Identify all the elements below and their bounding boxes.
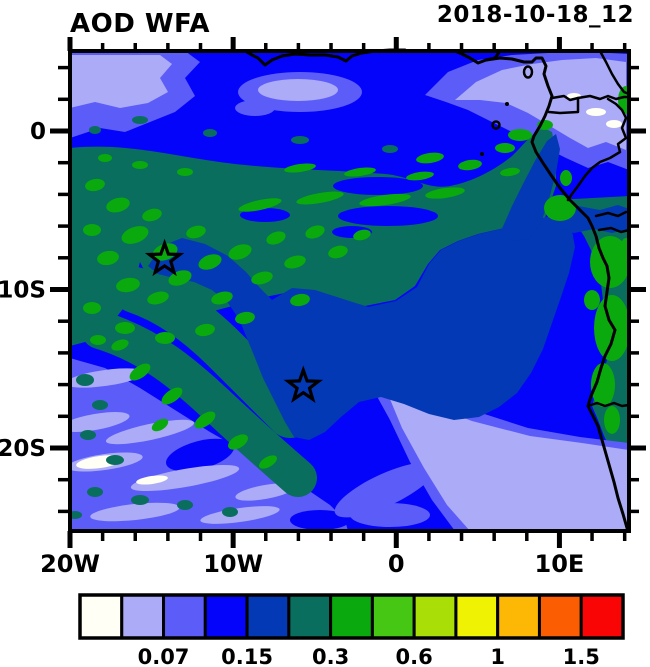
colorbar-cell xyxy=(537,593,583,640)
axis-ticks xyxy=(50,37,646,548)
country-borders xyxy=(547,49,627,408)
colorbar-cell xyxy=(78,593,124,640)
colorbar-cell xyxy=(454,593,500,640)
colorbar-cell xyxy=(579,593,625,640)
lon-tick-label: 10W xyxy=(203,550,263,578)
colorbar-cell xyxy=(203,593,249,640)
colorbar-cell xyxy=(120,593,166,640)
lon-tick-label: 20W xyxy=(40,550,100,578)
colorbar-cell xyxy=(412,593,458,640)
aod-contour-field xyxy=(72,48,627,529)
colorbar-cell xyxy=(496,593,541,640)
colorbar-cell xyxy=(162,593,207,640)
axis-labels: 20W 10W 0 10E 0 10S 20S xyxy=(0,119,584,578)
star-marker xyxy=(283,365,324,403)
colorbar-tick-label: 1.5 xyxy=(563,645,600,667)
colorbar-cell xyxy=(245,593,291,640)
colorbar-cell xyxy=(287,593,333,640)
plot-timestamp: 2018-10-18_12 xyxy=(436,2,634,28)
colorbar-tick-label: 1 xyxy=(490,645,505,667)
lon-tick-label: 0 xyxy=(388,550,405,578)
lat-tick-label: 0 xyxy=(30,119,46,145)
colorbar-cell xyxy=(370,593,416,640)
colorbar xyxy=(78,593,625,640)
plot-title: AOD WFA xyxy=(70,9,210,39)
lon-tick-label: 10E xyxy=(535,550,585,578)
lat-tick-label: 20S xyxy=(0,436,46,462)
colorbar-cell xyxy=(329,593,374,640)
colorbar-tick-label: 0.15 xyxy=(221,645,273,667)
colorbar-tick-label: 0.07 xyxy=(138,645,190,667)
lat-tick-label: 10S xyxy=(0,278,46,304)
colorbar-tick-label: 0.3 xyxy=(312,645,349,667)
colorbar-labels: 0.07 0.15 0.3 0.6 1 1.5 xyxy=(138,645,600,667)
star-marker xyxy=(144,238,185,277)
colorbar-tick-label: 0.6 xyxy=(396,645,433,667)
